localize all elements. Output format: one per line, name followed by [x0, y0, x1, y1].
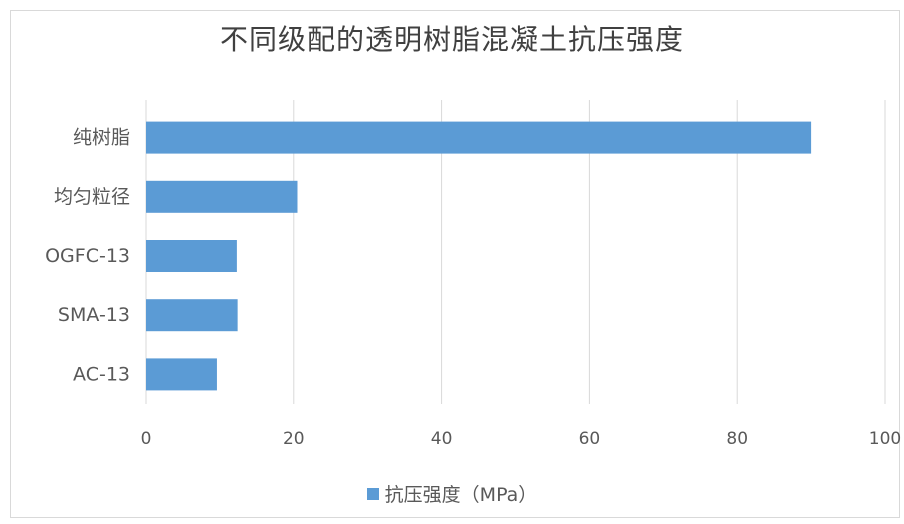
- x-tick-label-4: 80: [726, 429, 748, 449]
- chart-title: 不同级配的透明树脂混凝土抗压强度: [219, 23, 684, 56]
- category-label-1: 均匀粒径: [54, 186, 130, 208]
- x-tick-label-2: 40: [431, 429, 453, 449]
- bar-2: [146, 240, 237, 272]
- x-tick-label-0: 0: [141, 429, 152, 449]
- legend-label: 抗压强度（MPa）: [384, 484, 538, 506]
- category-label-0: 纯树脂: [73, 127, 130, 149]
- legend: 抗压强度（MPa）: [0, 480, 904, 507]
- category-label-2: OGFC-13: [45, 245, 130, 267]
- bar-3: [146, 299, 238, 332]
- category-label-3: SMA-13: [58, 304, 130, 326]
- legend-swatch: [366, 488, 379, 500]
- bar-1: [146, 180, 298, 213]
- x-tick-label-3: 60: [579, 429, 601, 449]
- bar-4: [146, 358, 217, 391]
- x-tick-label-5: 100: [869, 429, 901, 449]
- x-tick-label-1: 20: [283, 429, 305, 449]
- category-label-4: AC-13: [73, 363, 130, 385]
- bar-0: [146, 121, 812, 154]
